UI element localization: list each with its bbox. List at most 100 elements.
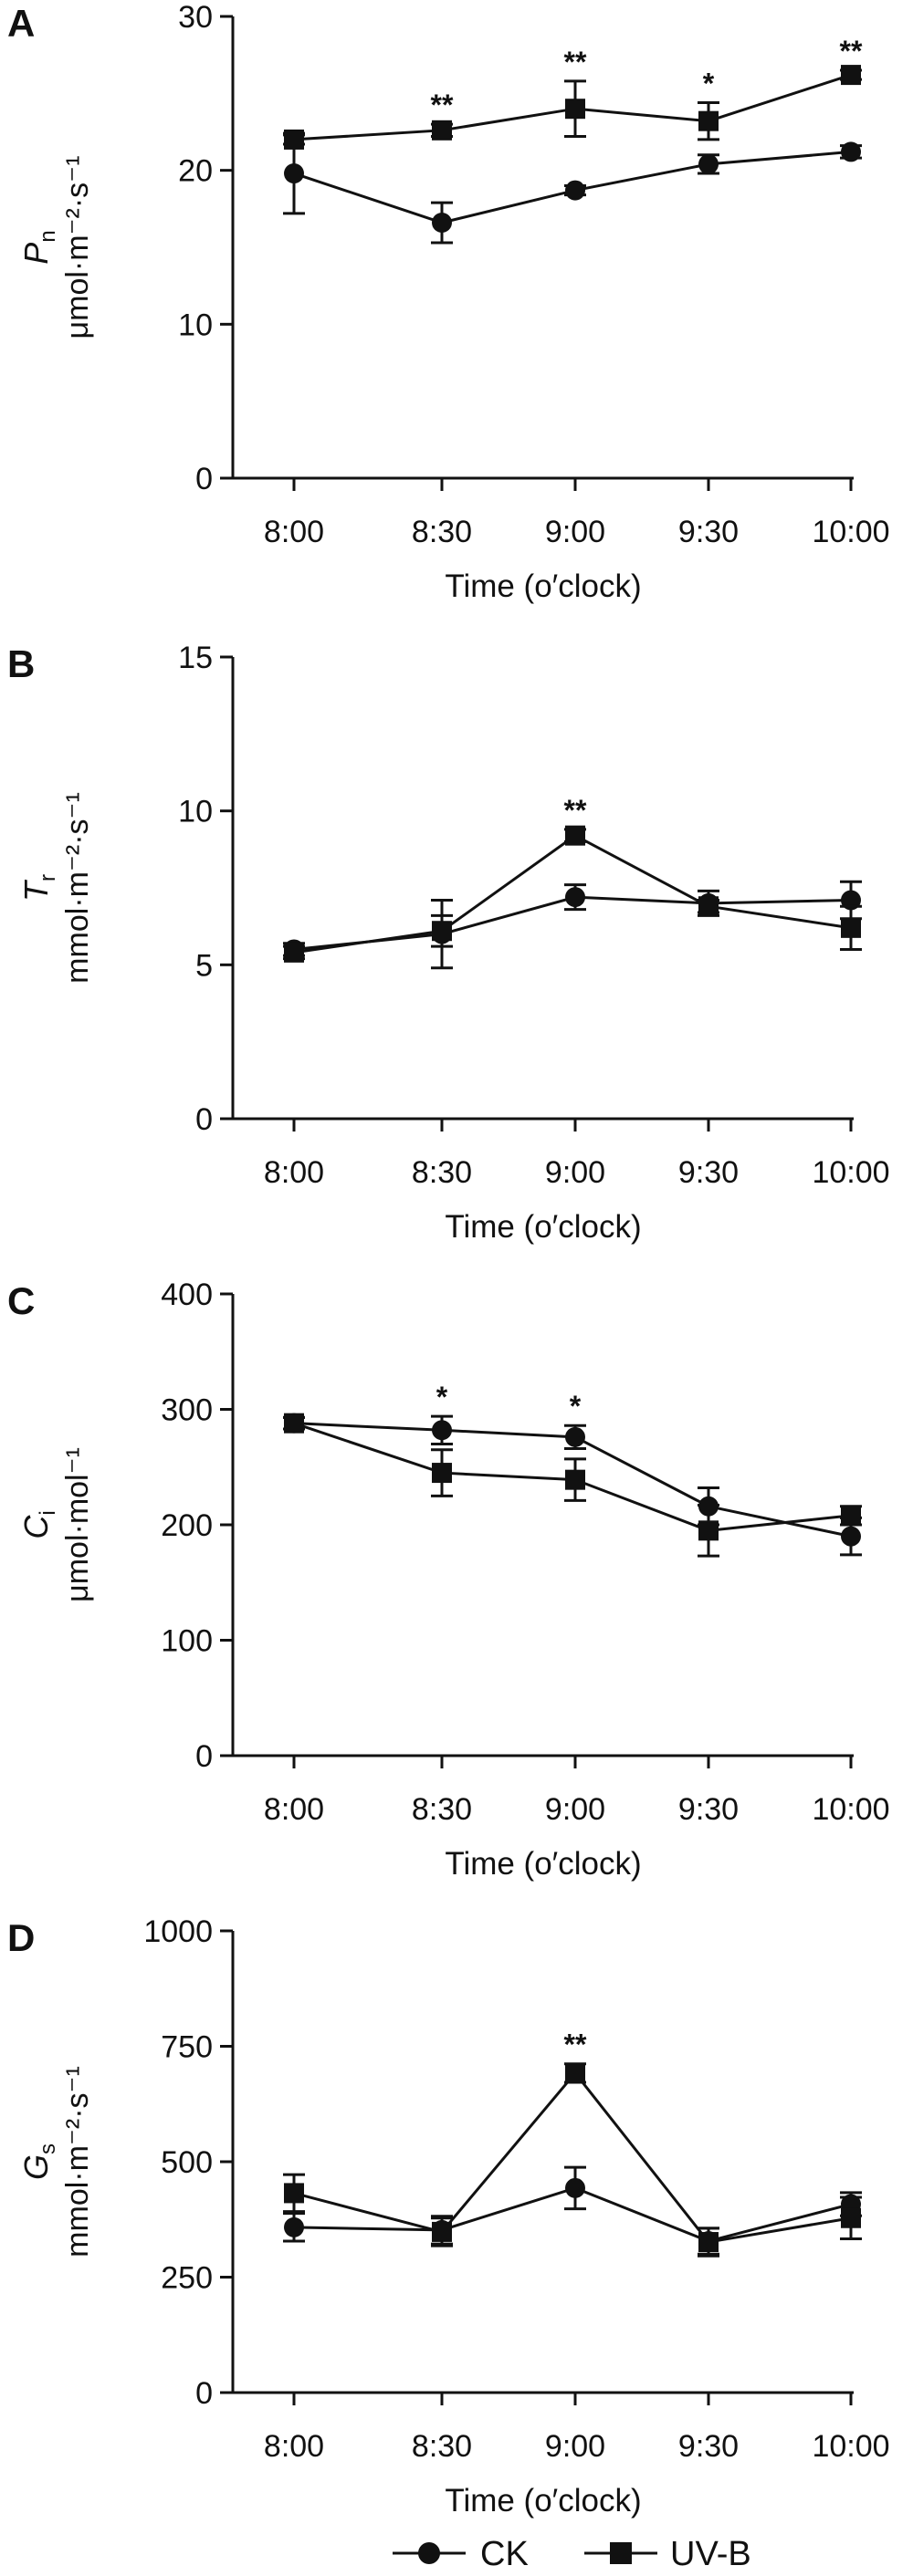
data-point-square [432,921,452,942]
y-symbol-subscript: s [36,2143,60,2154]
x-tick-label: 8:30 [412,1792,472,1827]
y-axis-symbol: Pn [17,230,60,264]
data-point-circle [565,887,585,908]
significance-marker: ** [564,46,587,78]
data-point-square [284,1413,304,1434]
x-axis-title: Time (o′clock) [445,1209,641,1245]
y-tick-label: 0 [195,1739,213,1774]
y-tick-label: 400 [161,1278,213,1312]
panel-letter: C [7,1279,35,1322]
y-symbol-main: C [17,1515,55,1539]
y-tick-label: 1000 [143,1914,213,1949]
y-axis-symbol: Ci [17,1510,60,1538]
significance-marker: * [570,1390,582,1423]
y-tick-label: 15 [178,641,213,675]
y-axis-unit: μmol·mol⁻¹ [60,1447,95,1602]
panel-letter: D [7,1916,35,1959]
panel-letter: B [7,642,35,685]
x-axis-title: Time (o′clock) [445,568,641,604]
significance-marker: ** [564,2028,587,2061]
y-tick-label: 0 [195,1102,213,1137]
y-tick-label: 500 [161,2145,213,2180]
y-tick-label: 250 [161,2261,213,2296]
y-symbol-subscript: i [36,1510,60,1515]
data-point-circle [284,163,304,184]
y-axis-symbol: Gs [17,2143,60,2180]
x-tick-label: 8:00 [264,1792,324,1827]
data-point-square [565,99,585,120]
data-point-circle [565,2177,585,2198]
data-point-square [698,2232,719,2253]
significance-marker: ** [431,89,454,121]
data-point-circle [698,153,719,174]
data-point-square [698,1520,719,1541]
data-point-circle [841,141,861,162]
y-symbol-subscript: n [36,230,60,242]
data-point-square [841,1505,861,1526]
panel-b: B 0 5 10 15 8:00 8:30 9:00 9:30 10:00 Time (o′cloc… [7,641,890,1245]
series-ck [283,2165,862,2256]
legend-uvb-marker [610,2542,632,2564]
panels: A 0 10 20 30 8:00 8:30 9:00 9:30 10:00 Time (o′clo… [7,0,890,2519]
data-point-square [841,65,861,86]
significance-marker: * [703,67,715,99]
data-point-square [284,129,304,150]
data-point-square [432,120,452,141]
y-axis-unit: mmol·m⁻²·s⁻¹ [60,2066,95,2258]
x-tick-label: 9:30 [678,515,739,549]
legend-uvb-label: UV-B [670,2535,751,2573]
significance-marker: ** [840,35,863,68]
x-tick-label: 9:30 [678,2429,739,2464]
y-tick-label: 0 [195,2376,213,2411]
y-axis-title: Tr mmol·m⁻²·s⁻¹ [17,792,95,984]
x-tick-label: 10:00 [812,515,889,549]
y-tick-label: 100 [161,1624,213,1659]
x-tick-label: 10:00 [812,2429,889,2464]
data-point-square [284,942,304,963]
data-point-circle [841,1526,861,1547]
x-tick-label: 8:30 [412,2429,472,2464]
panel-c: C 0 100 200 300 400 8:00 8:30 9:00 9:30 10:00 Time … [7,1278,890,1882]
x-tick-label: 8:00 [264,515,324,549]
x-tick-label: 9:00 [545,1792,605,1827]
significance-marker: ** [564,794,587,827]
legend: CK UV-B [393,2535,751,2573]
x-tick-label: 8:30 [412,515,472,549]
y-axis-symbol: Tr [17,874,60,902]
x-tick-label: 10:00 [812,1792,889,1827]
data-point-circle [565,1426,585,1447]
y-tick-label: 200 [161,1508,213,1543]
y-axis-title: Ci μmol·mol⁻¹ [17,1447,95,1602]
data-point-circle [284,2216,304,2237]
series-uv-b [283,2062,862,2258]
x-axis-title: Time (o′clock) [445,1846,641,1882]
x-tick-label: 10:00 [812,1155,889,1190]
significance-marker: * [436,1381,448,1413]
y-tick-label: 30 [178,0,213,35]
x-tick-label: 9:30 [678,1792,739,1827]
data-point-square [841,2207,861,2228]
series-line [293,2070,852,2244]
series-ck [283,880,862,970]
y-tick-label: 300 [161,1393,213,1428]
panel-a: A 0 10 20 30 8:00 8:30 9:00 9:30 10:00 Time (o′clo… [7,0,890,604]
data-point-square [284,2183,304,2204]
data-point-square [698,896,719,917]
data-point-square [841,917,861,938]
x-axis-title: Time (o′clock) [445,2483,641,2519]
x-tick-label: 8:00 [264,1155,324,1190]
data-point-square [432,1463,452,1484]
data-point-circle [432,1420,452,1441]
panel-d: D 0 250 500 750 1000 8:00 8:30 9:00 9:30 10:00 Time… [7,1914,890,2519]
legend-ck-label: CK [480,2535,529,2573]
y-axis-unit: mmol·m⁻²·s⁻¹ [60,792,95,984]
x-tick-label: 9:00 [545,2429,605,2464]
y-tick-label: 20 [178,154,213,189]
data-point-circle [565,180,585,201]
y-axis-unit: μmol·m⁻²·s⁻¹ [60,156,95,339]
series-ck [283,131,862,245]
x-tick-label: 8:00 [264,2429,324,2464]
y-axis-title: Pn μmol·m⁻²·s⁻¹ [17,156,95,339]
data-point-square [432,2221,452,2242]
